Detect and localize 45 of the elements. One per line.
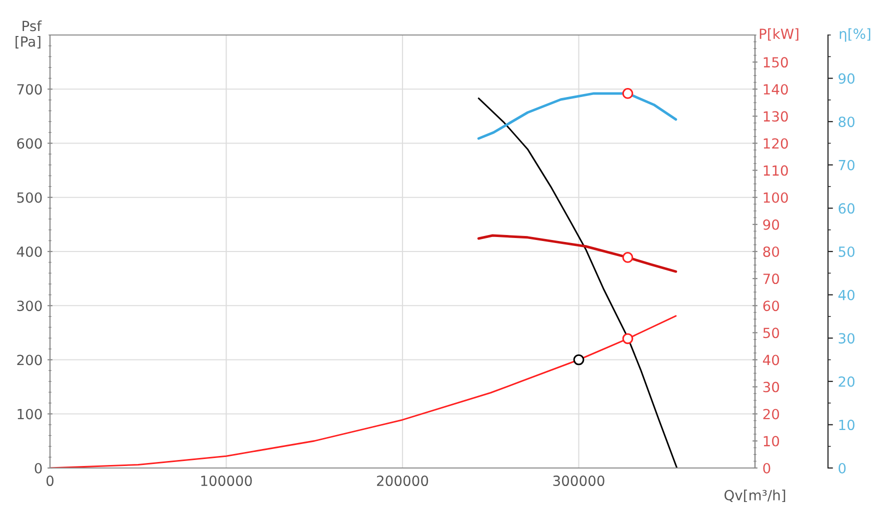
y2-tick-label: 110 xyxy=(764,165,788,176)
y-tick-label: 200 xyxy=(17,354,42,366)
y-tick-label: 300 xyxy=(17,300,42,312)
x-tick-label: 200000 xyxy=(377,476,428,486)
y2-tick-label: 140 xyxy=(764,84,788,95)
y-tick-label: 400 xyxy=(16,246,42,257)
line-series xyxy=(478,98,678,468)
y2-tick-label: 120 xyxy=(764,138,788,149)
y-tick-label: 700 xyxy=(17,84,42,95)
y2-tick-label: 90 xyxy=(763,219,780,230)
y3-tick-label: 50 xyxy=(838,246,854,257)
y3-tick-label: 40 xyxy=(838,290,854,300)
y2-tick-label: 70 xyxy=(763,274,780,284)
x-tick-label: 0 xyxy=(46,476,54,486)
y3-tick-label: 80 xyxy=(838,116,854,128)
y3-tick-label: 20 xyxy=(838,376,854,387)
y2-tick-label: 40 xyxy=(762,354,780,366)
y2-axis-title: P[kW] xyxy=(760,28,798,41)
y3-tick-label: 70 xyxy=(838,160,854,170)
y2-tick-label: 150 xyxy=(764,57,788,68)
x-tick-label: 100000 xyxy=(201,476,252,486)
y-tick-label: 600 xyxy=(17,138,42,149)
y2-tick-label: 80 xyxy=(763,246,780,257)
y-tick-label: 500 xyxy=(17,192,42,203)
y2-tick-label: 100 xyxy=(764,192,788,203)
x-axis-title: Qv[m³/h] xyxy=(724,490,786,502)
y3-tick-label: 90 xyxy=(838,73,854,84)
y3-tick-label: 60 xyxy=(838,203,854,214)
y2-tick-label: 0 xyxy=(763,462,770,474)
line-series xyxy=(477,234,678,273)
y2-tick-label: 20 xyxy=(763,408,780,420)
y-tick-label: 0 xyxy=(34,462,42,474)
y3-tick-label: 10 xyxy=(839,420,854,430)
y2-tick-label: 30 xyxy=(763,382,780,392)
y3-tick-label: 0 xyxy=(838,462,846,474)
y3-axis-title: η[%] xyxy=(840,28,870,42)
x-tick-label: 300000 xyxy=(553,476,604,486)
y2-tick-label: 60 xyxy=(763,300,780,312)
line-series xyxy=(50,315,677,468)
y2-tick-label: 130 xyxy=(764,111,788,122)
y-axis-title: Psf [Pa] xyxy=(16,20,42,48)
y3-tick-label: 30 xyxy=(838,333,854,344)
y2-tick-label: 50 xyxy=(763,328,780,338)
y-tick-label: 100 xyxy=(18,408,42,420)
y2-tick-label: 10 xyxy=(764,436,780,446)
